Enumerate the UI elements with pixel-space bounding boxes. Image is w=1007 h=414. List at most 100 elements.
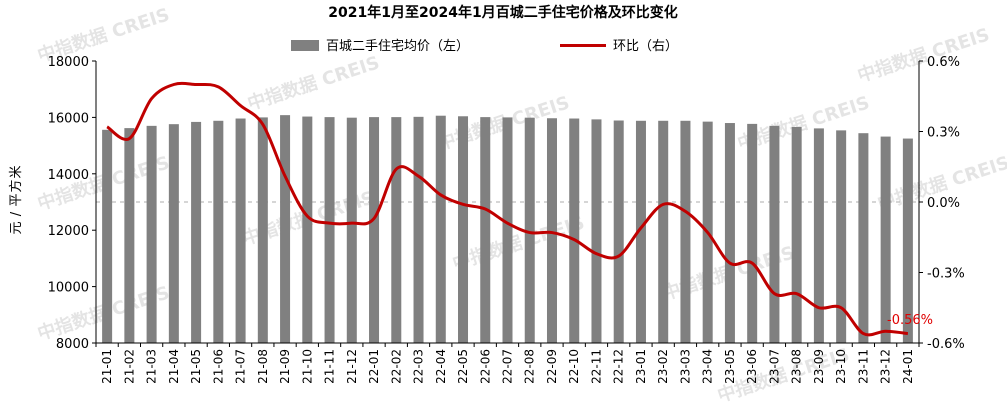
y-axis-left: 8000 10000 12000 14000 16000 18000 xyxy=(48,55,96,352)
x-tick-label: 22-10 xyxy=(567,349,581,384)
watermark-4: 中指数据 CREIS xyxy=(855,23,992,86)
y-left-tick-label: 16000 xyxy=(48,111,89,126)
y-axis-left-label-char: 元 xyxy=(9,221,24,234)
x-tick-label: 21-10 xyxy=(300,349,314,384)
x-tick-label: 23-09 xyxy=(812,349,826,384)
bar-22-05 xyxy=(458,116,469,343)
bar-21-05 xyxy=(191,121,202,343)
bar-22-07 xyxy=(502,117,513,344)
last-value-annotation: -0.56% xyxy=(887,313,933,328)
bar-22-11 xyxy=(591,119,602,344)
bar-22-03 xyxy=(413,116,424,343)
y-axis-left-label-char: 方 xyxy=(8,179,24,192)
x-tick-label: 23-04 xyxy=(701,349,715,384)
y-right-tick-label: -0.3% xyxy=(927,267,965,282)
y-left-tick-label: 12000 xyxy=(48,224,89,239)
bar-23-02 xyxy=(658,120,669,343)
x-tick-label: 23-01 xyxy=(634,349,648,384)
x-tick-label: 22-09 xyxy=(545,349,559,384)
bar-23-03 xyxy=(680,120,691,343)
x-tick-label: 24-01 xyxy=(901,349,915,384)
x-tick-label: 21-11 xyxy=(323,349,337,384)
bar-21-02 xyxy=(124,128,135,343)
x-tick-label: 23-10 xyxy=(834,349,848,384)
x-tick-label: 22-02 xyxy=(389,349,403,384)
x-tick-label: 21-04 xyxy=(167,349,181,384)
bar-23-07 xyxy=(769,125,780,343)
bar-series xyxy=(102,115,913,344)
bar-22-04 xyxy=(435,115,446,343)
bar-21-11 xyxy=(324,117,335,343)
y-right-tick-label: 0.6% xyxy=(927,55,960,70)
bar-23-10 xyxy=(836,130,847,343)
x-tick-label: 23-02 xyxy=(656,349,670,384)
bar-23-12 xyxy=(880,136,891,343)
x-tick-label: 22-04 xyxy=(434,349,448,384)
bar-21-07 xyxy=(235,118,246,343)
bar-21-09 xyxy=(280,115,291,343)
x-tick-label: 21-08 xyxy=(256,349,270,384)
legend: 百城二手住宅均价（左） 环比（右） xyxy=(291,39,678,54)
bar-22-10 xyxy=(569,118,580,343)
y-right-tick-label: -0.6% xyxy=(927,337,965,352)
x-tick-label: 22-06 xyxy=(478,349,492,384)
y-axis-left-label: 元 / 平方米 xyxy=(8,165,24,234)
bar-23-11 xyxy=(858,133,869,343)
bar-21-03 xyxy=(146,125,157,343)
y-left-tick-label: 8000 xyxy=(56,337,89,352)
bar-22-08 xyxy=(524,117,535,343)
bar-22-06 xyxy=(480,117,491,343)
bar-21-04 xyxy=(168,124,179,343)
legend-label-bars: 百城二手住宅均价（左） xyxy=(326,39,469,54)
bar-23-09 xyxy=(813,128,824,343)
y-right-tick-label: 0.0% xyxy=(927,196,960,211)
x-tick-label: 21-02 xyxy=(122,349,136,384)
x-tick-label: 22-05 xyxy=(456,349,470,384)
y-axis-left-label-char: 平 xyxy=(9,193,24,206)
legend-label-line: 环比（右） xyxy=(613,39,678,54)
x-tick-label: 21-12 xyxy=(345,349,359,384)
legend-swatch-bars xyxy=(291,40,319,51)
y-left-tick-label: 18000 xyxy=(48,55,89,70)
bar-21-10 xyxy=(302,116,313,343)
bar-21-12 xyxy=(346,117,357,343)
x-tick-label: 23-03 xyxy=(678,349,692,384)
bar-22-09 xyxy=(546,118,557,343)
bar-21-06 xyxy=(213,120,224,343)
y-axis-left-label-char: 米 xyxy=(9,165,24,178)
bar-21-01 xyxy=(102,129,113,343)
watermark-1: 中指数据 CREIS xyxy=(245,51,382,114)
x-tick-label: 23-08 xyxy=(790,349,804,384)
y-right-tick-label: 0.3% xyxy=(927,126,960,141)
bar-21-08 xyxy=(257,117,268,344)
x-tick-label: 23-07 xyxy=(767,349,781,384)
x-axis: 21-01 21-02 21-03 21-04 21-05 21-06 21-07 21-08… xyxy=(95,343,920,384)
x-tick-label: 23-12 xyxy=(879,349,893,384)
x-tick-label: 21-01 xyxy=(100,349,114,384)
x-tick-label: 22-01 xyxy=(367,349,381,384)
x-tick-label: 21-06 xyxy=(211,349,225,384)
y-axis-right: -0.6% -0.3% 0.0% 0.3% 0.6% xyxy=(919,55,965,352)
bar-23-08 xyxy=(791,126,802,343)
x-tick-label: 21-05 xyxy=(189,349,203,384)
x-tick-label: 22-03 xyxy=(412,349,426,384)
chart-title: 2021年1月至2024年1月百城二手住宅价格及环比变化 xyxy=(328,4,677,21)
x-tick-label: 22-11 xyxy=(589,349,603,384)
bar-22-12 xyxy=(613,120,624,343)
bar-24-01 xyxy=(902,138,913,343)
y-left-tick-label: 14000 xyxy=(48,168,89,183)
line-series xyxy=(106,81,909,337)
x-tick-label: 21-03 xyxy=(145,349,159,384)
x-tick-label: 23-05 xyxy=(723,349,737,384)
x-tick-label: 22-12 xyxy=(612,349,626,384)
bar-22-02 xyxy=(391,117,402,343)
y-axis-left-label-char: / xyxy=(9,211,24,216)
x-tick-label: 21-09 xyxy=(278,349,292,384)
x-tick-label: 22-08 xyxy=(523,349,537,384)
x-tick-label: 21-07 xyxy=(234,349,248,384)
bar-23-06 xyxy=(747,123,758,343)
x-tick-label: 23-06 xyxy=(745,349,759,384)
bar-23-05 xyxy=(724,123,735,343)
watermark-7: 中指数据 CREIS xyxy=(450,211,587,274)
